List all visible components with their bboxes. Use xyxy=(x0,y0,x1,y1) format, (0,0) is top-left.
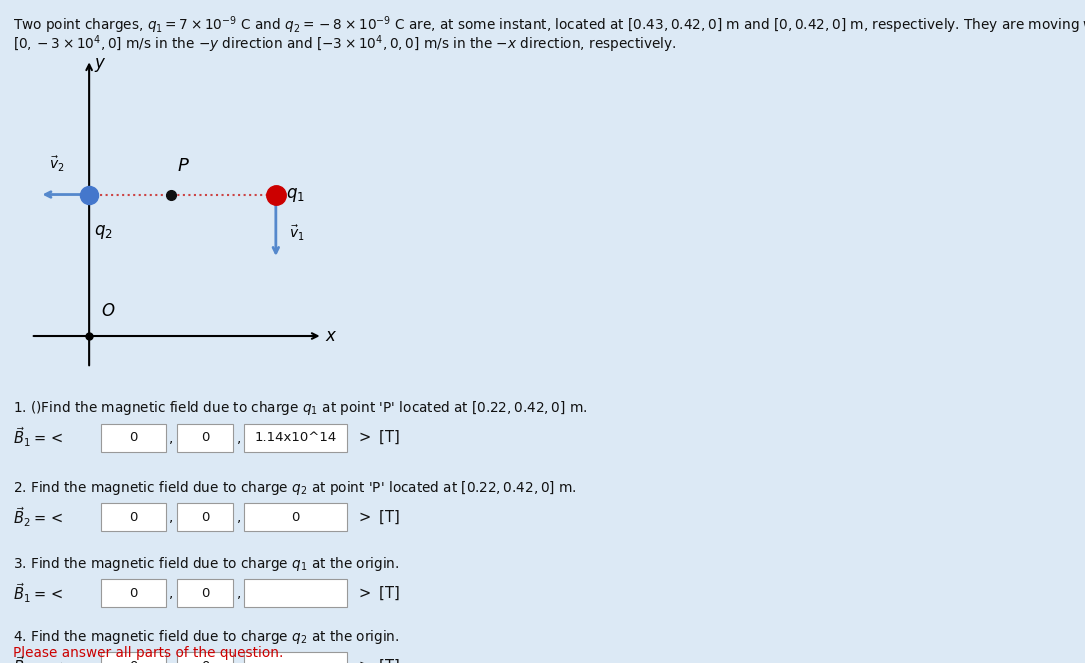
Text: $P$: $P$ xyxy=(177,157,190,175)
Text: 2. Find the magnetic field due to charge $q_2$ at point 'P' located at $[0.22,0.: 2. Find the magnetic field due to charge… xyxy=(13,479,576,497)
Text: 0: 0 xyxy=(129,511,138,524)
Text: 0: 0 xyxy=(129,660,138,663)
Text: 0: 0 xyxy=(129,587,138,600)
Text: 3. Find the magnetic field due to charge $q_1$ at the origin.: 3. Find the magnetic field due to charge… xyxy=(13,555,399,573)
Text: 0: 0 xyxy=(201,660,209,663)
Text: $>$ [T]: $>$ [T] xyxy=(356,658,399,663)
Text: ,: , xyxy=(169,430,174,445)
Text: $>$ [T]: $>$ [T] xyxy=(356,509,399,526)
Text: 0: 0 xyxy=(201,431,209,444)
Text: 1. ()Find the magnetic field due to charge $q_1$ at point 'P' located at $[0.22,: 1. ()Find the magnetic field due to char… xyxy=(13,399,587,417)
Text: ,: , xyxy=(237,659,241,663)
Text: $q_2$: $q_2$ xyxy=(93,223,113,241)
Text: 0: 0 xyxy=(201,587,209,600)
Text: ,: , xyxy=(237,510,241,524)
Text: 1.14x10^14: 1.14x10^14 xyxy=(255,431,336,444)
Text: Please answer all parts of the question.: Please answer all parts of the question. xyxy=(13,646,283,660)
Text: $y$: $y$ xyxy=(93,56,106,74)
Text: $\vec{v}_2$: $\vec{v}_2$ xyxy=(49,155,65,174)
Text: $[0,-3\times10^4,0]$ m/s in the $-y$ direction and $[-3\times10^4,0,0]$ m/s in t: $[0,-3\times10^4,0]$ m/s in the $-y$ dir… xyxy=(13,33,676,55)
Text: $\vec{B}_1 = <$: $\vec{B}_1 = <$ xyxy=(13,426,64,450)
Text: $\vec{B}_2 = <$: $\vec{B}_2 = <$ xyxy=(13,654,64,663)
Text: $>$ [T]: $>$ [T] xyxy=(356,429,399,446)
Text: 0: 0 xyxy=(292,511,299,524)
Text: ,: , xyxy=(237,430,241,445)
Text: ,: , xyxy=(237,586,241,601)
Text: ,: , xyxy=(169,586,174,601)
Text: Two point charges, $q_1 =7\times10^{-9}$ C and $q_2 = -8\times10^{-9}$ C are, at: Two point charges, $q_1 =7\times10^{-9}$… xyxy=(13,15,1085,36)
Text: $x$: $x$ xyxy=(326,327,337,345)
Text: $\vec{B}_2 = <$: $\vec{B}_2 = <$ xyxy=(13,505,64,529)
Text: $q_1$: $q_1$ xyxy=(286,186,305,204)
Text: 0: 0 xyxy=(129,431,138,444)
Text: 4. Find the magnetic field due to charge $q_2$ at the origin.: 4. Find the magnetic field due to charge… xyxy=(13,628,399,646)
Text: $\vec{B}_1 = <$: $\vec{B}_1 = <$ xyxy=(13,581,64,605)
Text: ,: , xyxy=(169,510,174,524)
Text: 0: 0 xyxy=(201,511,209,524)
Text: $>$ [T]: $>$ [T] xyxy=(356,585,399,602)
Text: ,: , xyxy=(169,659,174,663)
Text: $\vec{v}_1$: $\vec{v}_1$ xyxy=(289,223,304,243)
Text: $O$: $O$ xyxy=(101,302,115,320)
